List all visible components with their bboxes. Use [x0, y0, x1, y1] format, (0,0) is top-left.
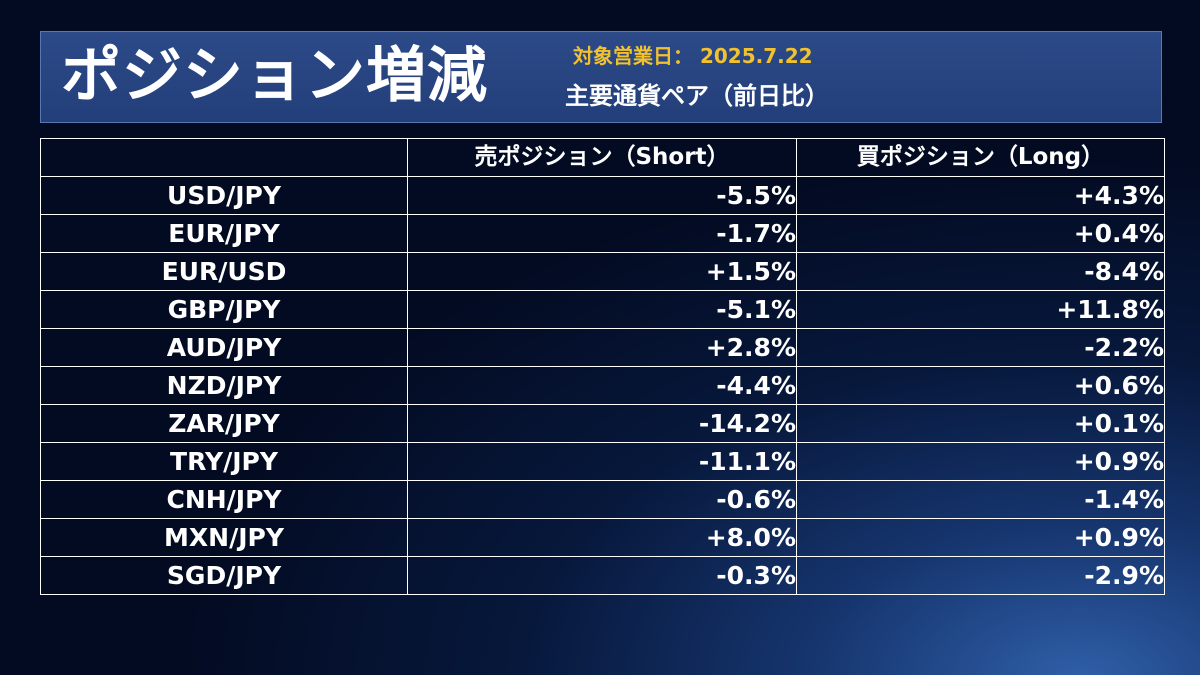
table-row: EUR/JPY -1.7% +0.4% [40, 214, 1165, 253]
long-cell: -1.4% [796, 480, 1165, 519]
table-row: AUD/JPY +2.8% -2.2% [40, 328, 1165, 367]
pair-cell: NZD/JPY [40, 366, 408, 405]
pair-cell: MXN/JPY [40, 518, 408, 557]
short-cell: -5.5% [407, 176, 797, 215]
pair-cell: ZAR/JPY [40, 404, 408, 443]
table-row: EUR/USD +1.5% -8.4% [40, 252, 1165, 291]
table-row: NZD/JPY -4.4% +0.6% [40, 366, 1165, 405]
short-cell: -4.4% [407, 366, 797, 405]
header-short: 売ポジション（Short） [407, 138, 797, 177]
table-row: CNH/JPY -0.6% -1.4% [40, 480, 1165, 519]
table-row: SGD/JPY -0.3% -2.9% [40, 556, 1165, 595]
pair-cell: AUD/JPY [40, 328, 408, 367]
short-cell: +8.0% [407, 518, 797, 557]
long-cell: +0.6% [796, 366, 1165, 405]
pair-cell: TRY/JPY [40, 442, 408, 481]
table-header-row: 売ポジション（Short） 買ポジション（Long） [40, 138, 1165, 177]
long-cell: -2.2% [796, 328, 1165, 367]
long-cell: +0.9% [796, 518, 1165, 557]
business-date: 対象営業日： 2025.7.22 [573, 44, 813, 68]
short-cell: -11.1% [407, 442, 797, 481]
table-row: USD/JPY -5.5% +4.3% [40, 176, 1165, 215]
title-banner: ポジション増減 対象営業日： 2025.7.22 主要通貨ペア（前日比） [40, 31, 1162, 123]
short-cell: -0.3% [407, 556, 797, 595]
table-row: GBP/JPY -5.1% +11.8% [40, 290, 1165, 329]
pair-cell: USD/JPY [40, 176, 408, 215]
short-cell: +2.8% [407, 328, 797, 367]
page-title: ポジション増減 [61, 41, 488, 111]
pair-cell: CNH/JPY [40, 480, 408, 519]
pair-cell: GBP/JPY [40, 290, 408, 329]
header-long: 買ポジション（Long） [796, 138, 1165, 177]
short-cell: -5.1% [407, 290, 797, 329]
short-cell: -14.2% [407, 404, 797, 443]
long-cell: +0.9% [796, 442, 1165, 481]
position-change-table: 売ポジション（Short） 買ポジション（Long） USD/JPY -5.5%… [40, 138, 1165, 595]
page-subtitle: 主要通貨ペア（前日比） [565, 82, 829, 110]
header-pair [40, 138, 408, 177]
short-cell: +1.5% [407, 252, 797, 291]
long-cell: +0.1% [796, 404, 1165, 443]
short-cell: -0.6% [407, 480, 797, 519]
short-cell: -1.7% [407, 214, 797, 253]
long-cell: +11.8% [796, 290, 1165, 329]
long-cell: +4.3% [796, 176, 1165, 215]
table-row: TRY/JPY -11.1% +0.9% [40, 442, 1165, 481]
long-cell: -2.9% [796, 556, 1165, 595]
table-row: ZAR/JPY -14.2% +0.1% [40, 404, 1165, 443]
long-cell: -8.4% [796, 252, 1165, 291]
long-cell: +0.4% [796, 214, 1165, 253]
table-row: MXN/JPY +8.0% +0.9% [40, 518, 1165, 557]
pair-cell: EUR/JPY [40, 214, 408, 253]
pair-cell: EUR/USD [40, 252, 408, 291]
pair-cell: SGD/JPY [40, 556, 408, 595]
